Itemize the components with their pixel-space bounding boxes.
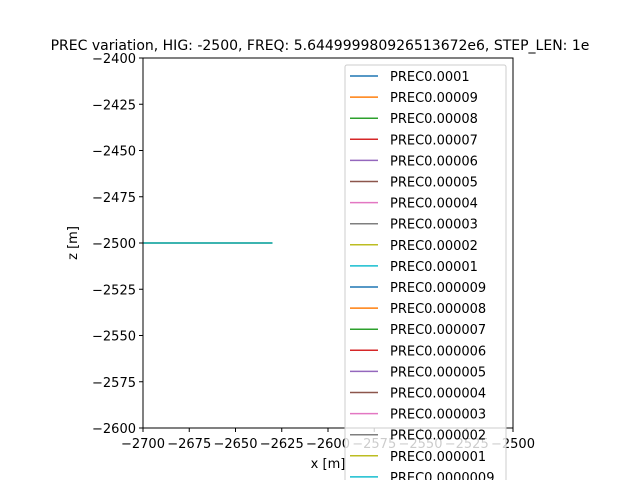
legend-label: PREC0.000004 xyxy=(390,387,486,402)
legend-label: PREC0.000009 xyxy=(390,281,486,296)
y-tick-label: −2475 xyxy=(92,191,136,206)
x-tick-label: −2650 xyxy=(214,437,258,452)
legend-label: PREC0.00009 xyxy=(390,91,478,106)
legend-label: PREC0.00007 xyxy=(390,133,478,148)
legend-label: PREC0.000005 xyxy=(390,365,486,380)
x-tick-label: −2625 xyxy=(260,437,304,452)
legend-label: PREC0.000008 xyxy=(390,302,486,317)
y-tick-label: −2550 xyxy=(92,330,136,345)
legend-label: PREC0.00006 xyxy=(390,154,478,169)
legend-label: PREC0.00008 xyxy=(390,112,478,127)
legend-label: PREC0.000003 xyxy=(390,408,486,423)
chart-title: PREC variation, HIG: -2500, FREQ: 5.6449… xyxy=(51,38,590,54)
x-tick-label: −2600 xyxy=(306,437,350,452)
legend-label: PREC0.00005 xyxy=(390,176,478,191)
legend-label: PREC0.00003 xyxy=(390,218,478,233)
y-tick-label: −2525 xyxy=(92,283,136,298)
legend-label: PREC0.000002 xyxy=(390,429,486,444)
legend-label: PREC0.000001 xyxy=(390,450,486,465)
legend-label: PREC0.000007 xyxy=(390,323,486,338)
legend-label: PREC0.00002 xyxy=(390,239,478,254)
legend-label: PREC0.0000009 xyxy=(390,471,494,480)
legend-label: PREC0.00004 xyxy=(390,197,478,212)
x-tick-label: −2675 xyxy=(167,437,211,452)
legend: PREC0.0001 PREC0.00009 PREC0.00008 PREC0.00… xyxy=(344,64,507,480)
y-tick-label: −2575 xyxy=(92,376,136,391)
y-tick-label: −2400 xyxy=(92,52,136,67)
y-axis-label: z [m] xyxy=(66,226,81,260)
y-tick-label: −2450 xyxy=(92,145,136,160)
legend-box xyxy=(344,64,507,480)
x-tick-label: −2700 xyxy=(121,437,165,452)
x-axis-label: x [m] xyxy=(311,457,346,472)
legend-label: PREC0.0001 xyxy=(390,70,470,85)
legend-label: PREC0.00001 xyxy=(390,260,478,275)
y-tick-label: −2425 xyxy=(92,98,136,113)
y-tick-label: −2600 xyxy=(92,422,136,437)
y-tick-label: −2500 xyxy=(92,237,136,252)
legend-label: PREC0.000006 xyxy=(390,344,486,359)
